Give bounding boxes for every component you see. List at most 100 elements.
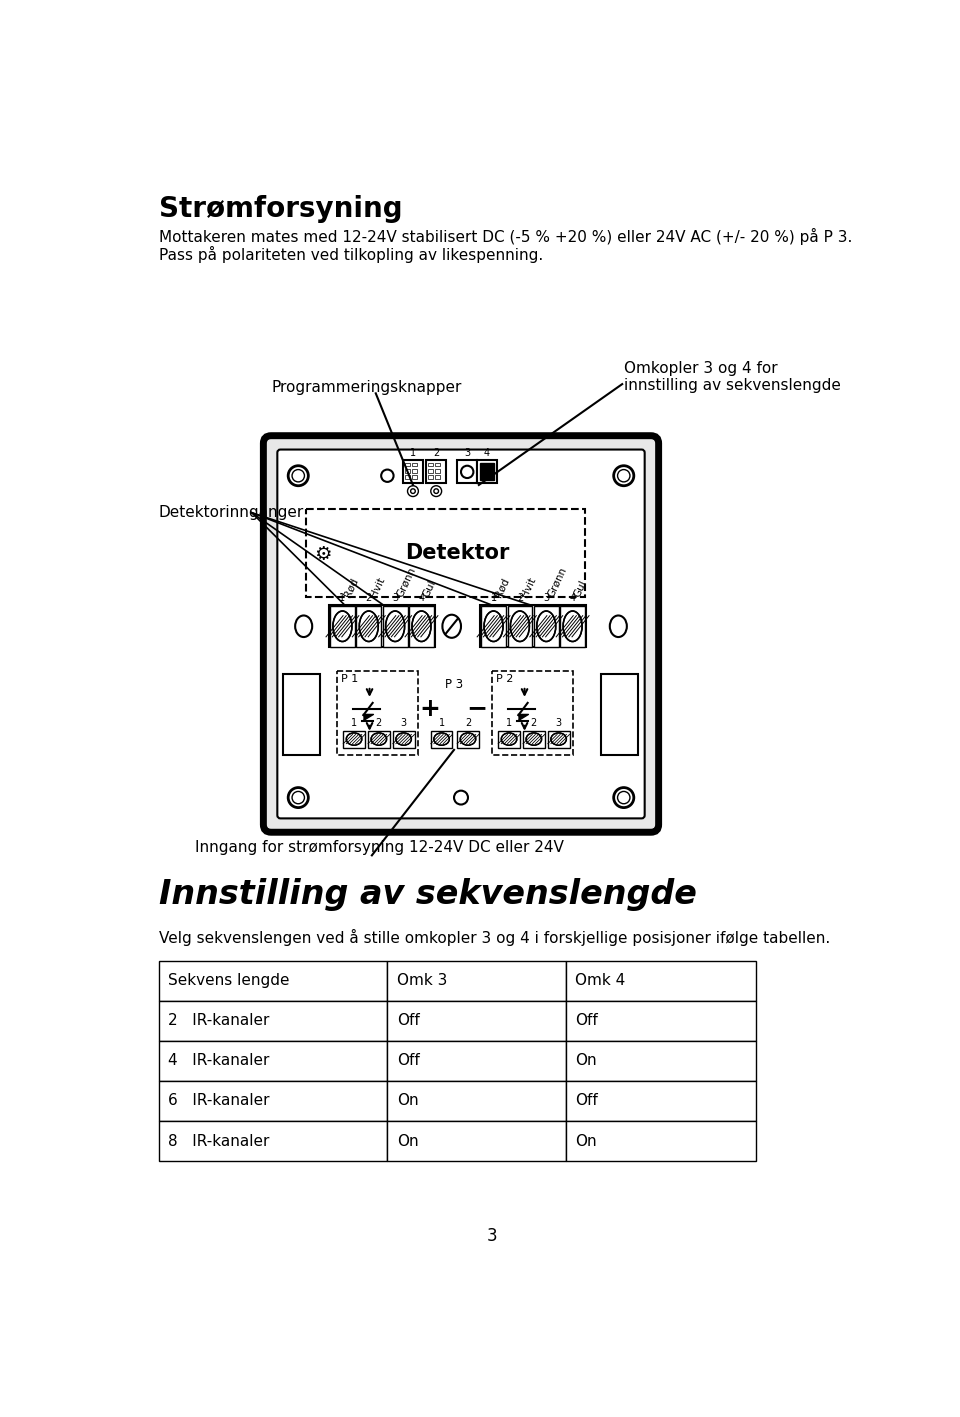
Text: P 3: P 3 (445, 677, 463, 691)
Text: Grønn: Grønn (546, 565, 569, 599)
Text: 3: 3 (400, 718, 407, 728)
Bar (158, 1041, 388, 1081)
Ellipse shape (537, 611, 556, 642)
Text: Gul: Gul (572, 578, 589, 599)
Bar (412, 462, 417, 466)
Text: 3: 3 (392, 592, 398, 602)
Bar (368, 731, 390, 748)
Text: P 1: P 1 (341, 674, 358, 684)
Polygon shape (518, 714, 528, 721)
Bar (428, 462, 433, 466)
Bar (412, 475, 417, 479)
Text: Pass på polariteten ved tilkopling av likespenning.: Pass på polariteten ved tilkopling av li… (158, 245, 543, 262)
Text: 8   IR-kanaler: 8 IR-kanaler (168, 1134, 270, 1149)
Text: 6   IR-kanaler: 6 IR-kanaler (168, 1094, 270, 1108)
Bar (601, 674, 637, 755)
Bar (393, 731, 415, 748)
Text: Rød: Rød (343, 577, 360, 599)
Text: Hvit: Hvit (369, 575, 387, 599)
Text: 2   IR-kanaler: 2 IR-kanaler (168, 1013, 270, 1029)
Text: Omk 3: Omk 3 (396, 973, 447, 988)
Ellipse shape (412, 611, 431, 642)
Bar (158, 961, 388, 1000)
Text: Off: Off (575, 1013, 598, 1029)
Bar (306, 509, 585, 598)
Bar (480, 605, 586, 648)
Ellipse shape (501, 733, 516, 745)
Bar (436, 462, 440, 466)
Text: Gul: Gul (421, 578, 438, 599)
Bar (403, 461, 423, 483)
Polygon shape (363, 714, 373, 721)
Text: 1: 1 (410, 448, 416, 458)
Text: Grønn: Grønn (396, 565, 418, 599)
Text: 3: 3 (543, 592, 549, 602)
Ellipse shape (396, 733, 412, 745)
Text: 4: 4 (419, 592, 424, 602)
Bar (476, 461, 496, 483)
Text: Inngang for strømforsyning 12-24V DC eller 24V: Inngang for strømforsyning 12-24V DC ell… (195, 840, 564, 854)
Text: Rød: Rød (493, 577, 511, 599)
Text: Off: Off (396, 1013, 420, 1029)
Bar (383, 606, 408, 646)
Bar (405, 475, 410, 479)
Text: 2: 2 (433, 448, 440, 458)
Text: 3: 3 (487, 1227, 497, 1246)
Bar (356, 606, 381, 646)
Bar (565, 1121, 756, 1161)
Bar (523, 731, 544, 748)
FancyBboxPatch shape (277, 449, 645, 819)
Text: 3: 3 (464, 448, 470, 458)
Text: On: On (396, 1094, 419, 1108)
Text: 2: 2 (465, 718, 471, 728)
Text: +   −: + − (420, 697, 488, 721)
Ellipse shape (347, 733, 362, 745)
Bar (428, 475, 433, 479)
Bar (405, 469, 410, 473)
Text: 2: 2 (375, 718, 382, 728)
Ellipse shape (386, 611, 404, 642)
Ellipse shape (564, 611, 582, 642)
Bar (388, 1081, 565, 1121)
Bar (565, 961, 756, 1000)
Bar (388, 1000, 565, 1041)
Text: Innstilling av sekvenslengde: Innstilling av sekvenslengde (158, 879, 697, 911)
Ellipse shape (511, 611, 529, 642)
Text: Programmeringsknapper: Programmeringsknapper (271, 380, 462, 395)
Bar (158, 1121, 388, 1161)
Text: Omkopler 3 og 4 for
innstilling av sekvenslengde: Omkopler 3 og 4 for innstilling av sekve… (624, 361, 841, 394)
Bar (283, 674, 320, 755)
Text: On: On (575, 1053, 596, 1068)
Bar (388, 961, 565, 1000)
Bar (426, 461, 446, 483)
Bar (412, 469, 417, 473)
Bar (561, 606, 585, 646)
Text: ⚙: ⚙ (314, 546, 332, 564)
Text: P 2: P 2 (496, 674, 514, 684)
Bar (337, 670, 419, 755)
Text: 4   IR-kanaler: 4 IR-kanaler (168, 1053, 270, 1068)
Text: 3: 3 (556, 718, 562, 728)
Bar (480, 463, 493, 480)
Ellipse shape (333, 611, 352, 642)
Ellipse shape (359, 611, 378, 642)
Text: On: On (396, 1134, 419, 1149)
Bar (158, 1081, 388, 1121)
Text: 1: 1 (340, 592, 346, 602)
Bar (428, 469, 433, 473)
Bar (492, 670, 573, 755)
Text: Off: Off (396, 1053, 420, 1068)
Bar (457, 461, 477, 483)
Bar (436, 475, 440, 479)
Text: Sekvens lengde: Sekvens lengde (168, 973, 290, 988)
Text: On: On (575, 1134, 596, 1149)
Text: Mottakeren mates med 12-24V stabilisert DC (-5 % +20 %) eller 24V AC (+/- 20 %) : Mottakeren mates med 12-24V stabilisert … (158, 228, 852, 245)
Text: 1: 1 (439, 718, 444, 728)
Bar (329, 605, 435, 648)
Bar (409, 606, 434, 646)
Text: 2: 2 (366, 592, 372, 602)
Bar (565, 1041, 756, 1081)
Ellipse shape (434, 733, 449, 745)
FancyBboxPatch shape (263, 435, 659, 832)
Bar (388, 1121, 565, 1161)
